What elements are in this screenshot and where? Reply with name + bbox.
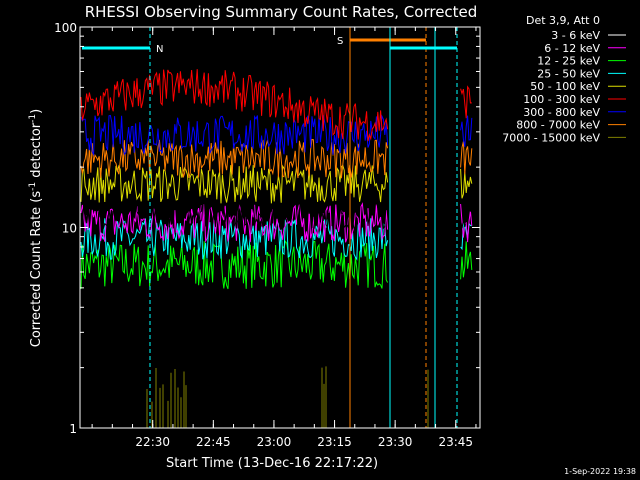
legend-label: 25 - 50 keV: [537, 67, 600, 80]
legend-label: 7000 - 15000 keV: [502, 131, 600, 144]
series-trace: [460, 168, 473, 199]
series-300-800-keV: [80, 114, 473, 157]
x-tick-label: 23:00: [257, 435, 292, 449]
plot-area: NS: [80, 27, 473, 428]
x-tick-label: 22:30: [135, 435, 170, 449]
series-25-50-keV: [80, 217, 472, 261]
legend-label: 6 - 12 keV: [544, 42, 600, 55]
legend-label: 12 - 25 keV: [537, 55, 600, 68]
chart-title: RHESSI Observing Summary Count Rates, Co…: [85, 3, 478, 21]
series-trace: [80, 69, 389, 142]
series-trace: [460, 115, 473, 147]
legend-title: Det 3,9, Att 0: [526, 14, 600, 27]
saa-label: S: [337, 36, 343, 47]
series-trace: [460, 85, 472, 119]
series-7000-15000-keV: [146, 366, 429, 428]
night-label: N: [156, 44, 163, 55]
series-trace: [80, 164, 389, 204]
series-6-12-keV: [80, 202, 473, 244]
series-50-100-keV: [80, 164, 473, 204]
y-axis-label: Corrected Count Rate (s-1 detector-1): [28, 109, 44, 347]
x-tick-label: 23:15: [317, 435, 352, 449]
series-trace: [460, 141, 473, 175]
legend-label: 800 - 7000 keV: [516, 119, 600, 132]
axes: 1 10 100 22:30 22:45 23:00 23:15 23:30 23:45: [54, 21, 480, 449]
x-tick-label: 22:45: [196, 435, 231, 449]
legend-label: 50 - 100 keV: [530, 80, 600, 93]
series-100-300-keV: [80, 69, 472, 142]
series-trace: [80, 240, 389, 290]
y-tick-label: 1: [69, 422, 77, 436]
series-800-7000-keV: [80, 138, 473, 179]
generation-timestamp: 1-Sep-2022 19:38: [564, 467, 636, 476]
series-trace: [460, 241, 473, 280]
series-trace: [460, 193, 473, 229]
y-tick-label: 10: [62, 222, 77, 236]
series-12-25-keV: [80, 240, 473, 290]
legend-label: 100 - 300 keV: [523, 93, 600, 106]
legend-label: 3 - 6 keV: [551, 29, 600, 42]
y-tick-label: 100: [54, 21, 77, 35]
x-tick-label: 23:45: [438, 435, 473, 449]
series-trace: [80, 114, 389, 157]
x-tick-label: 23:30: [378, 435, 413, 449]
series-trace: [80, 138, 389, 179]
x-axis-label: Start Time (13-Dec-16 22:17:22): [166, 456, 378, 471]
orbit-flags: NS: [82, 27, 458, 428]
series-trace: [460, 222, 472, 251]
legend-label: 300 - 800 keV: [523, 106, 600, 119]
series-trace: [80, 217, 389, 261]
